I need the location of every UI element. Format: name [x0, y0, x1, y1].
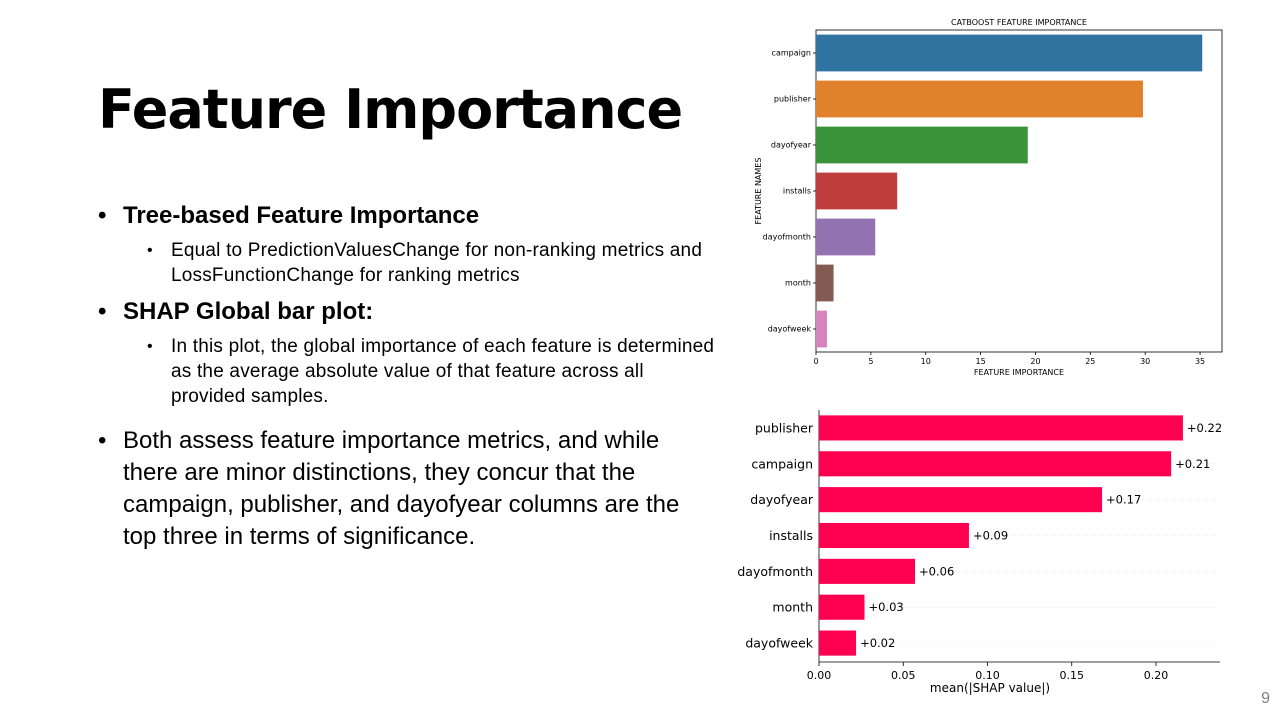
chart-title: CATBOOST FEATURE IMPORTANCE [951, 18, 1087, 27]
bar-dayofweek [816, 310, 827, 348]
x-tick-label: 0.05 [891, 669, 916, 682]
y-tick-label-month: month [772, 600, 813, 615]
bar-dayofyear [816, 126, 1028, 164]
y-tick-label-dayofweek: dayofweek [745, 636, 813, 651]
shap-global-bar-chart: +0.22 +0.21 +0.17 +0.09 +0.06 +0.03 +0.02 publ… [737, 410, 1222, 695]
y-axis-label: FEATURE NAMES [754, 158, 763, 225]
x-tick-label: 0.10 [975, 669, 1000, 682]
x-tick-label: 15 [976, 357, 986, 366]
bar-installs [819, 522, 969, 549]
y-tick-label-dayofweek: dayofweek [768, 325, 812, 334]
bar-month [816, 264, 834, 302]
bar-installs [816, 172, 898, 210]
bar-dayofweek [819, 630, 857, 656]
y-tick-label-dayofyear: dayofyear [750, 492, 814, 507]
bullet-tree-based: Tree-based Feature Importance Equal to P… [98, 200, 718, 288]
page-number: 9 [1261, 690, 1270, 707]
y-tick-label-dayofyear: dayofyear [771, 141, 812, 150]
x-tick-label: 10 [921, 357, 931, 366]
y-tick-label-dayofmonth: dayofmonth [763, 233, 811, 242]
x-axis-label: FEATURE IMPORTANCE [974, 368, 1064, 377]
y-tick-label-publisher: publisher [755, 420, 814, 435]
x-axis-label: mean(|SHAP value|) [930, 681, 1050, 695]
y-tick-label-campaign: campaign [772, 49, 811, 58]
bullet-list: Tree-based Feature Importance Equal to P… [98, 200, 718, 553]
bar-dayofyear [819, 487, 1103, 513]
y-tick-label-dayofmonth: dayofmonth [737, 564, 813, 579]
data-label-month: +0.03 [868, 600, 903, 614]
x-tick-label: 30 [1140, 357, 1150, 366]
x-tick-label: 25 [1085, 357, 1095, 366]
bar-publisher [819, 415, 1183, 441]
catboost-feature-importance-chart: CATBOOST FEATURE IMPORTANCE campaign publ… [754, 18, 1223, 377]
bar-publisher [816, 80, 1143, 118]
bullet-conclusion-text: Both assess feature importance metrics, … [123, 427, 680, 550]
y-tick-label-installs: installs [783, 187, 811, 196]
slide-title: Feature Importance [98, 78, 683, 141]
x-tick-label: 0.20 [1144, 669, 1169, 682]
sub-bullet-shap: In this plot, the global importance of e… [123, 334, 718, 409]
bar-month [819, 594, 865, 620]
x-tick-label: 5 [868, 357, 873, 366]
sub-list-tree-based: Equal to PredictionValuesChange for non-… [123, 238, 718, 288]
data-label-dayofmonth: +0.06 [919, 564, 954, 578]
y-tick-label-campaign: campaign [751, 456, 813, 471]
data-label-publisher: +0.22 [1187, 421, 1222, 435]
bullet-shap: SHAP Global bar plot: In this plot, the … [98, 296, 718, 409]
data-label-dayofyear: +0.17 [1106, 493, 1141, 507]
sub-list-shap: In this plot, the global importance of e… [123, 334, 718, 409]
y-tick-label-publisher: publisher [774, 95, 812, 104]
x-tick-label: 20 [1030, 357, 1040, 366]
y-tick-label-month: month [785, 279, 811, 288]
bar-dayofmonth [819, 558, 916, 584]
x-tick-label: 0.15 [1059, 669, 1084, 682]
data-label-campaign: +0.21 [1175, 457, 1210, 471]
data-label-dayofweek: +0.02 [860, 636, 895, 650]
x-tick-label: 0 [813, 357, 818, 366]
bar-dayofmonth [816, 218, 876, 256]
x-tick-label: 0.00 [807, 669, 832, 682]
x-tick-label: 35 [1195, 357, 1205, 366]
data-label-installs: +0.09 [973, 529, 1008, 543]
bar-campaign [816, 34, 1203, 72]
bullet-conclusion: Both assess feature importance metrics, … [98, 425, 718, 553]
bullet-tree-based-text: Tree-based Feature Importance [123, 202, 480, 229]
sub-bullet-tree-based: Equal to PredictionValuesChange for non-… [123, 238, 718, 288]
bar-campaign [819, 451, 1172, 477]
y-tick-label-installs: installs [769, 528, 813, 543]
bullet-shap-text: SHAP Global bar plot: [123, 298, 374, 325]
